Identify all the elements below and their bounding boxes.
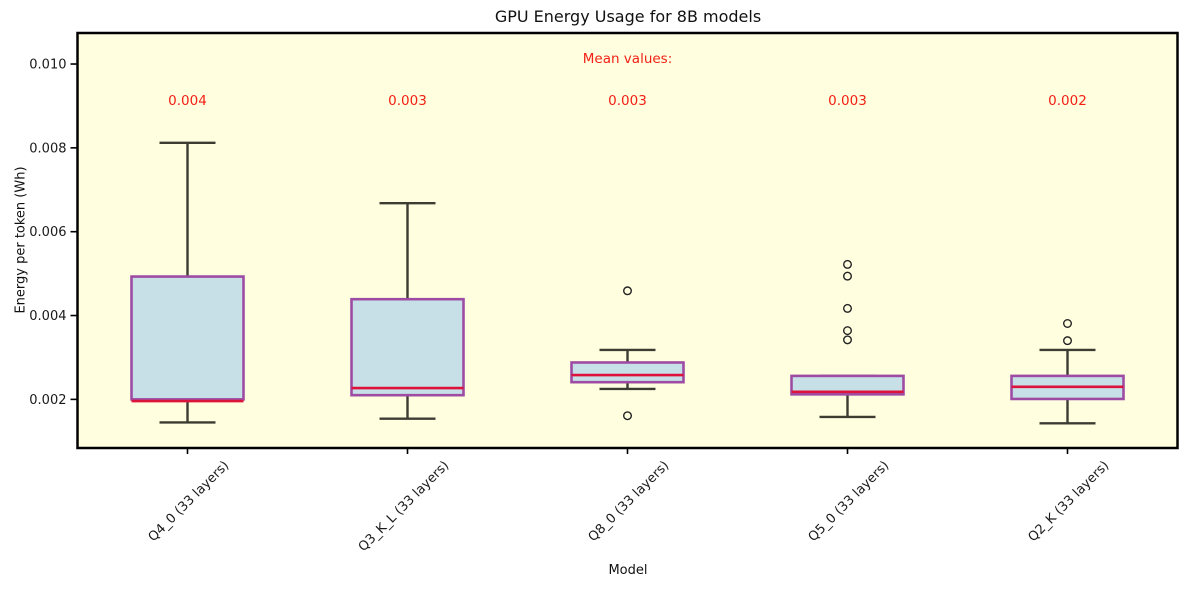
outlier-point (843, 326, 853, 336)
outlier-point (623, 286, 633, 296)
mean-value-label: 0.003 (828, 93, 867, 109)
outlier-point (623, 411, 633, 421)
box (350, 297, 465, 397)
outlier-point (843, 259, 853, 269)
box (570, 361, 685, 384)
mean-value-label: 0.004 (168, 93, 207, 109)
chart-title: GPU Energy Usage for 8B models (494, 7, 762, 26)
box (130, 275, 245, 401)
mean-value-label: 0.003 (388, 93, 427, 109)
outlier-point (1062, 319, 1072, 329)
y-tick-label: 0.010 (29, 58, 66, 73)
x-tick-label: Q3_K_L (33 layers) (356, 458, 453, 555)
x-tick-label: Q2_K (33 layers) (1025, 458, 1112, 545)
y-axis-label: Energy per token (Wh) (13, 166, 29, 314)
x-axis-label: Model (608, 563, 648, 578)
outlier-point (843, 271, 853, 281)
outlier-point (843, 303, 853, 313)
y-tick-label: 0.006 (29, 225, 66, 240)
mean-values-header: Mean values: (583, 51, 673, 67)
mean-value-label: 0.002 (1048, 93, 1087, 109)
outlier-point (843, 335, 853, 345)
mean-value-label: 0.003 (608, 93, 647, 109)
y-tick-label: 0.004 (29, 309, 66, 324)
y-tick-label: 0.002 (29, 393, 66, 408)
box (790, 374, 905, 396)
y-tick-label: 0.008 (29, 141, 66, 156)
x-tick-label: Q8_0 (33 layers) (586, 458, 673, 545)
outlier-point (1062, 336, 1072, 346)
x-tick-label: Q5_0 (33 layers) (806, 458, 893, 545)
x-tick-label: Q4_0 (33 layers) (146, 458, 233, 545)
